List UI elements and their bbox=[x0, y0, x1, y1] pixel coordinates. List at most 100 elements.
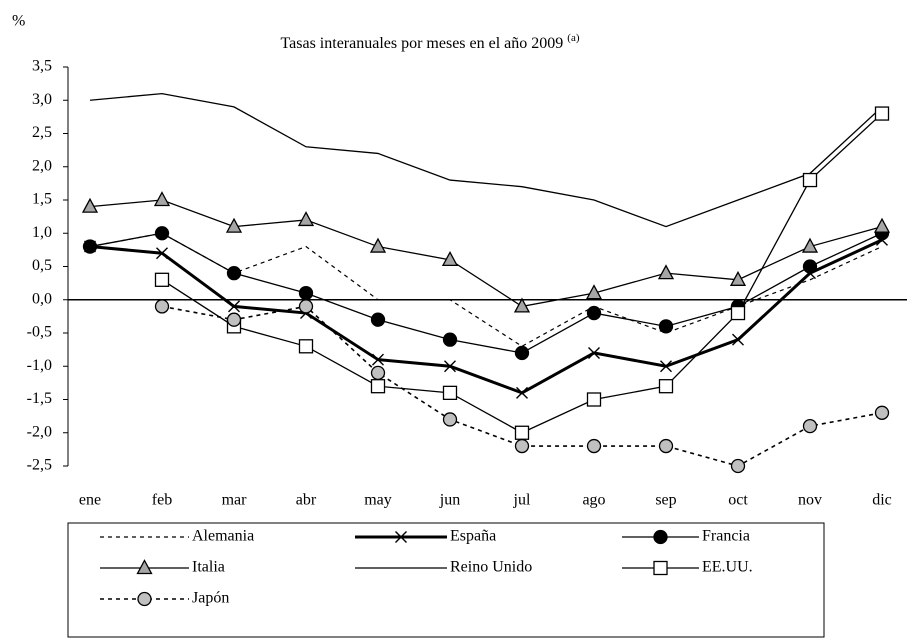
data-point bbox=[514, 438, 530, 454]
data-point bbox=[153, 191, 171, 207]
data-point bbox=[226, 265, 242, 281]
legend-marker bbox=[136, 559, 153, 575]
x-tick-label: oct bbox=[728, 492, 748, 509]
x-tick-label: abr bbox=[296, 492, 317, 509]
data-point bbox=[588, 346, 600, 359]
y-tick-label: -0,5 bbox=[27, 324, 52, 341]
data-point bbox=[444, 360, 456, 373]
legend-label: Alemania bbox=[192, 528, 254, 545]
data-point bbox=[658, 438, 674, 454]
data-point bbox=[874, 106, 890, 121]
data-point bbox=[516, 386, 528, 399]
series-line bbox=[89, 238, 883, 395]
data-point bbox=[370, 379, 386, 394]
data-point bbox=[154, 272, 170, 287]
data-point bbox=[156, 247, 168, 260]
y-tick-label: -2,5 bbox=[27, 457, 52, 474]
series-line bbox=[161, 305, 883, 467]
y-tick-label: 3,5 bbox=[32, 58, 52, 75]
y-axis-label: % bbox=[12, 13, 25, 30]
y-tick-label: -2,0 bbox=[27, 423, 52, 440]
data-point bbox=[874, 405, 890, 420]
x-tick-label: jul bbox=[513, 492, 531, 509]
data-point bbox=[514, 425, 530, 440]
data-point bbox=[154, 299, 170, 314]
data-point bbox=[226, 312, 242, 327]
data-point bbox=[657, 264, 675, 280]
legend-label: España bbox=[450, 528, 496, 545]
data-point bbox=[298, 339, 314, 354]
data-point bbox=[513, 297, 531, 313]
y-tick-label: 2,5 bbox=[32, 124, 52, 141]
x-tick-label: may bbox=[364, 492, 392, 509]
x-tick-label: jun bbox=[439, 492, 460, 509]
series-line bbox=[89, 232, 883, 347]
title-note: (a) bbox=[567, 32, 580, 44]
data-point bbox=[585, 284, 603, 300]
y-tick-label: 3,0 bbox=[32, 91, 52, 108]
legend-label: Francia bbox=[702, 528, 750, 545]
data-point bbox=[801, 237, 819, 253]
series-line bbox=[161, 113, 883, 434]
y-tick-label: 1,0 bbox=[32, 224, 52, 241]
x-tick-label: sep bbox=[655, 492, 676, 509]
x-tick-label: mar bbox=[222, 492, 248, 509]
legend-marker bbox=[653, 560, 668, 576]
data-point bbox=[802, 259, 818, 274]
data-point bbox=[586, 392, 602, 407]
data-point bbox=[372, 353, 384, 366]
legend-label: Italia bbox=[192, 559, 225, 576]
legend-box bbox=[67, 522, 825, 638]
legend-label: Reino Unido bbox=[450, 559, 532, 576]
data-point bbox=[586, 438, 602, 454]
data-point bbox=[514, 345, 530, 361]
data-point bbox=[154, 226, 170, 241]
data-point bbox=[802, 172, 818, 188]
data-point bbox=[297, 211, 315, 227]
x-tick-label: nov bbox=[798, 492, 822, 509]
data-point bbox=[228, 300, 240, 313]
data-point bbox=[586, 305, 602, 321]
chart-title: Tasas interanuales por meses en el año 2… bbox=[280, 32, 579, 52]
legend-label: Japón bbox=[192, 590, 229, 607]
data-point bbox=[442, 412, 458, 427]
legend-marker bbox=[137, 591, 152, 607]
data-point bbox=[658, 379, 674, 394]
data-point bbox=[732, 333, 744, 346]
data-point bbox=[81, 197, 99, 213]
series-line bbox=[89, 92, 883, 228]
y-tick-label: 1,5 bbox=[32, 191, 52, 208]
y-tick-label: -1,5 bbox=[27, 390, 52, 407]
x-tick-label: feb bbox=[152, 492, 172, 509]
series-line bbox=[89, 232, 883, 354]
data-point bbox=[370, 312, 386, 327]
data-point bbox=[442, 332, 458, 347]
data-point bbox=[369, 237, 387, 253]
x-tick-label: ene bbox=[79, 492, 101, 509]
data-point bbox=[370, 365, 386, 381]
legend-marker bbox=[653, 529, 668, 545]
y-tick-label: 0,0 bbox=[32, 290, 52, 307]
legend-label: EE.UU. bbox=[702, 559, 753, 576]
data-point bbox=[441, 250, 459, 266]
data-point bbox=[442, 385, 458, 401]
data-point bbox=[298, 299, 314, 314]
data-point bbox=[729, 270, 747, 286]
y-tick-label: 0,5 bbox=[32, 257, 52, 274]
y-tick-label: -1,0 bbox=[27, 357, 52, 374]
data-point bbox=[730, 458, 746, 474]
title-text: Tasas interanuales por meses en el año 2… bbox=[280, 35, 563, 52]
data-point bbox=[802, 418, 818, 434]
y-tick-label: 2,0 bbox=[32, 157, 52, 174]
data-point bbox=[873, 217, 891, 233]
data-point bbox=[82, 239, 98, 254]
x-tick-label: ago bbox=[582, 492, 605, 509]
data-point bbox=[225, 217, 243, 233]
x-tick-label: dic bbox=[872, 492, 892, 509]
data-point bbox=[730, 305, 746, 321]
legend-marker bbox=[395, 531, 407, 543]
data-point bbox=[298, 285, 314, 301]
data-point bbox=[658, 319, 674, 334]
